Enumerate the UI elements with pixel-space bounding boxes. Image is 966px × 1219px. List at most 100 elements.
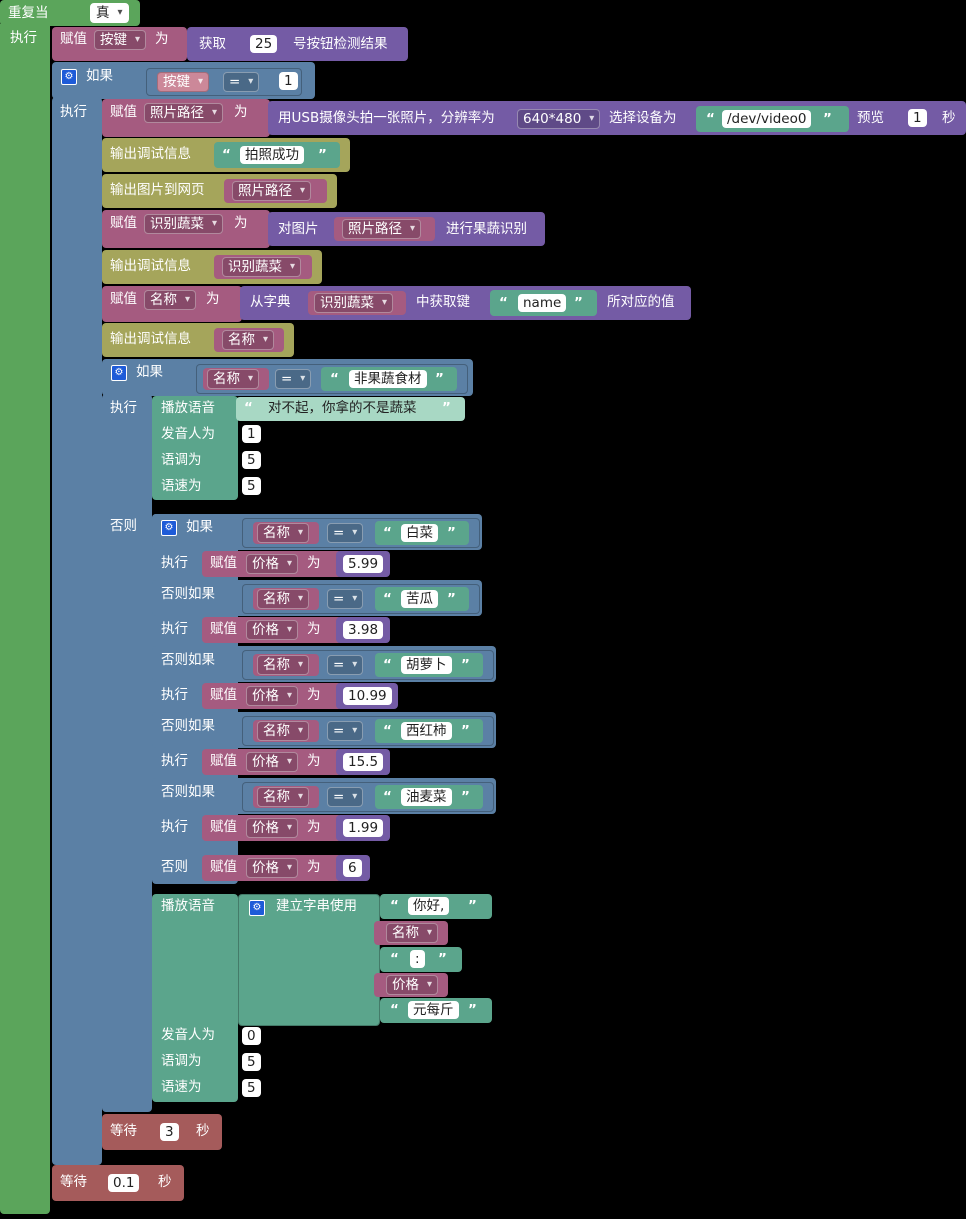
- device-field[interactable]: /dev/video0: [722, 110, 812, 128]
- pitch-field[interactable]: 5: [242, 451, 261, 469]
- button-number-field[interactable]: 25: [250, 35, 278, 53]
- price-var-dropdown[interactable]: 价格: [246, 858, 298, 878]
- speaker-field[interactable]: 1: [242, 425, 261, 443]
- while-loop-block[interactable]: 重复当 真: [0, 0, 140, 26]
- variable-block[interactable]: 名称: [253, 522, 319, 544]
- vegetable-field[interactable]: 白菜: [401, 524, 438, 542]
- debug-output-block[interactable]: 输出调试信息 名称: [102, 323, 294, 357]
- gear-icon[interactable]: ⚙: [249, 900, 265, 916]
- name-var-dropdown[interactable]: 名称: [257, 721, 309, 741]
- price-field[interactable]: 3.98: [343, 621, 384, 639]
- price-field[interactable]: 6: [343, 859, 362, 877]
- compare-name-block[interactable]: 名称 = “ 非果蔬食材 ”: [196, 364, 468, 394]
- variable-block[interactable]: 名称: [374, 921, 448, 945]
- compare-name-block[interactable]: 名称 = “ 西红柿 ”: [242, 716, 494, 746]
- price-var-dropdown[interactable]: 价格: [246, 686, 298, 706]
- text-field[interactable]: 拍照成功: [240, 146, 304, 164]
- variable-block[interactable]: 照片路径: [334, 217, 435, 241]
- compare-name-block[interactable]: 名称 = “ 油麦菜 ”: [242, 782, 494, 812]
- set-price-block[interactable]: 赋值 价格 为: [202, 617, 342, 643]
- price-field[interactable]: 5.99: [343, 555, 384, 573]
- set-name-block[interactable]: 赋值 名称 为: [102, 286, 242, 322]
- if-name-block[interactable]: ⚙ 如果 名称 = “ 非果蔬食材 ”: [102, 359, 473, 396]
- name-var-dropdown[interactable]: 名称: [144, 290, 196, 310]
- price-var-dropdown[interactable]: 价格: [246, 818, 298, 838]
- vegetable-field[interactable]: 西红柿: [401, 722, 452, 740]
- equals-operator-dropdown[interactable]: =: [327, 523, 364, 543]
- name-var-dropdown[interactable]: 名称: [257, 589, 309, 609]
- join-text-block[interactable]: ⚙ 建立字串使用: [238, 894, 380, 1026]
- equals-operator-dropdown[interactable]: =: [327, 721, 364, 741]
- text-field[interactable]: 你好,: [408, 897, 450, 915]
- price-var-dropdown[interactable]: 价格: [246, 554, 298, 574]
- name-var-dropdown[interactable]: 名称: [207, 369, 259, 389]
- preview-field[interactable]: 1: [908, 109, 927, 127]
- resolution-dropdown[interactable]: 640*480: [517, 109, 601, 129]
- text-block[interactable]: “ 油麦菜 ”: [375, 785, 483, 809]
- key-field[interactable]: name: [518, 294, 567, 312]
- compare-key-block[interactable]: 按键 = 1: [146, 68, 302, 96]
- vegetable-field[interactable]: 油麦菜: [401, 788, 452, 806]
- variable-block[interactable]: 名称: [203, 368, 269, 390]
- set-price-block[interactable]: 赋值 价格 为: [202, 815, 342, 841]
- gear-icon[interactable]: ⚙: [61, 69, 77, 85]
- get-button-result-block[interactable]: 获取 25 号按钮检测结果: [187, 27, 408, 61]
- vegetable-field[interactable]: 胡萝卜: [401, 656, 452, 674]
- name-var-dropdown[interactable]: 名称: [222, 330, 274, 350]
- number-block[interactable]: 6: [336, 855, 370, 881]
- set-recognize-block[interactable]: 赋值 识别蔬菜 为: [102, 210, 270, 248]
- variable-block[interactable]: 名称: [214, 328, 284, 352]
- text-field[interactable]: :: [410, 950, 425, 968]
- set-price-block[interactable]: 赋值 价格 为: [202, 683, 342, 709]
- image-output-block[interactable]: 输出图片到网页 照片路径: [102, 174, 337, 208]
- price-field[interactable]: 15.5: [343, 753, 384, 771]
- text-block[interactable]: “ 白菜 ”: [375, 521, 469, 545]
- photo-path-var-dropdown[interactable]: 照片路径: [342, 219, 421, 239]
- text-field[interactable]: 元每斤: [408, 1001, 459, 1019]
- gear-icon[interactable]: ⚙: [111, 365, 127, 381]
- recognize-var-dropdown[interactable]: 识别蔬菜: [222, 257, 301, 277]
- price-field[interactable]: 1.99: [343, 819, 384, 837]
- debug-output-block[interactable]: 输出调试信息 识别蔬菜: [102, 250, 322, 284]
- variable-block[interactable]: 价格: [374, 973, 448, 997]
- photo-path-var-dropdown[interactable]: 照片路径: [232, 181, 311, 201]
- usb-camera-capture-block[interactable]: 用USB摄像头拍一张照片，分辨率为 640*480 选择设备为 “ /dev/v…: [268, 101, 966, 135]
- device-text-block[interactable]: “ /dev/video0 ”: [696, 106, 849, 132]
- number-block[interactable]: 3.98: [336, 617, 390, 643]
- variable-block[interactable]: 名称: [253, 588, 319, 610]
- set-price-block[interactable]: 赋值 价格 为: [202, 551, 342, 577]
- name-var-dropdown[interactable]: 名称: [257, 655, 309, 675]
- key-var-dropdown[interactable]: 按键: [157, 72, 209, 92]
- text-field[interactable]: 非果蔬食材: [349, 370, 427, 388]
- speed-field[interactable]: 5: [242, 477, 261, 495]
- photo-path-var-dropdown[interactable]: 照片路径: [144, 103, 223, 123]
- set-price-block[interactable]: 赋值 价格 为: [202, 749, 342, 775]
- compare-name-block[interactable]: 名称 = “ 苦瓜 ”: [242, 584, 480, 614]
- name-var-dropdown[interactable]: 名称: [257, 523, 309, 543]
- text-block[interactable]: “ 你好, ”: [380, 894, 492, 919]
- pitch-field[interactable]: 5: [242, 1053, 261, 1071]
- wait-block[interactable]: 等待 3 秒: [102, 1114, 222, 1150]
- dict-get-block[interactable]: 从字典 识别蔬菜 中获取键 “ name ” 所对应的值: [240, 286, 691, 320]
- wait-seconds-field[interactable]: 0.1: [108, 1174, 140, 1192]
- key-value-field[interactable]: 1: [279, 72, 298, 90]
- price-var-dropdown[interactable]: 价格: [246, 752, 298, 772]
- gear-icon[interactable]: ⚙: [161, 520, 177, 536]
- vegetable-recognition-block[interactable]: 对图片 照片路径 进行果蔬识别: [268, 212, 545, 246]
- number-block[interactable]: 15.5: [336, 749, 390, 775]
- variable-block[interactable]: 识别蔬菜: [308, 291, 406, 315]
- equals-operator-dropdown[interactable]: =: [275, 369, 312, 389]
- name-var-dropdown[interactable]: 名称: [386, 923, 438, 943]
- wait-seconds-field[interactable]: 3: [160, 1123, 179, 1141]
- debug-output-block[interactable]: 输出调试信息 “ 拍照成功 ”: [102, 138, 350, 172]
- number-block[interactable]: 1.99: [336, 815, 390, 841]
- text-block[interactable]: “ 对不起，你拿的不是蔬菜 ”: [236, 397, 465, 421]
- set-photo-path-block[interactable]: 赋值 照片路径 为: [102, 99, 270, 137]
- number-block[interactable]: 10.99: [336, 683, 398, 709]
- number-block[interactable]: 5.99: [336, 551, 390, 577]
- compare-name-block[interactable]: 名称 = “ 白菜 ”: [242, 518, 480, 548]
- variable-block[interactable]: 照片路径: [224, 179, 327, 203]
- set-price-block[interactable]: 赋值 价格 为: [202, 855, 342, 881]
- wait-block[interactable]: 等待 0.1 秒: [52, 1165, 184, 1201]
- price-var-dropdown[interactable]: 价格: [386, 975, 438, 995]
